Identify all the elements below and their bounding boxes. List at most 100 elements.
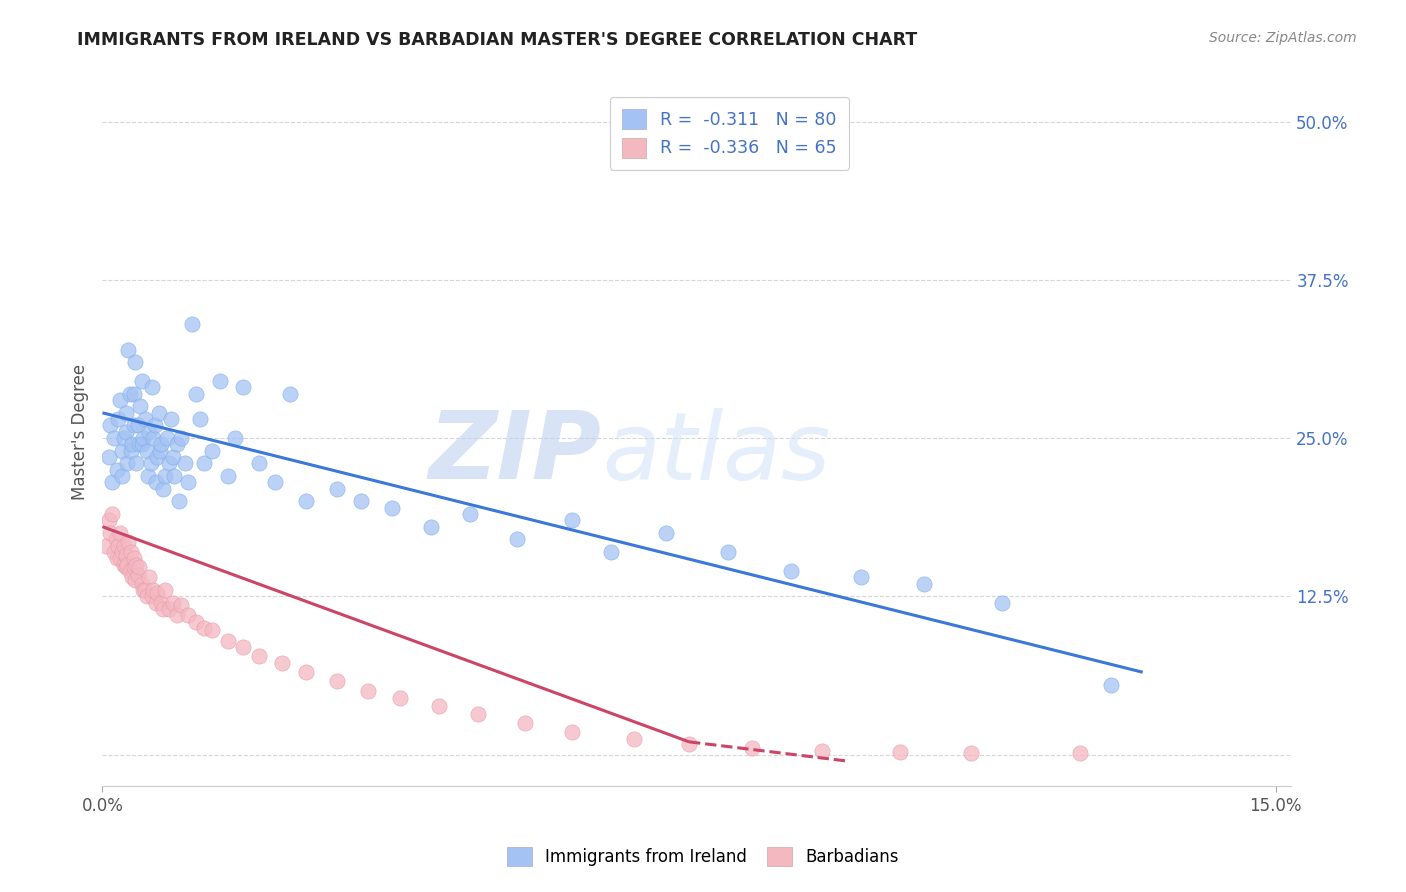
Point — [467, 706, 489, 721]
Point — [141, 380, 163, 394]
Point — [278, 387, 301, 401]
Point — [117, 558, 139, 572]
Point — [561, 724, 583, 739]
Point — [118, 564, 141, 578]
Point — [145, 596, 167, 610]
Point — [120, 545, 142, 559]
Point — [357, 684, 380, 698]
Point — [294, 494, 316, 508]
Point — [141, 590, 163, 604]
Point — [153, 469, 176, 483]
Point — [121, 570, 143, 584]
Point — [779, 564, 801, 578]
Point — [263, 475, 285, 490]
Point — [678, 738, 700, 752]
Point — [388, 690, 411, 705]
Point — [1069, 746, 1091, 760]
Point — [224, 431, 246, 445]
Point — [136, 443, 159, 458]
Point — [991, 596, 1014, 610]
Point — [166, 608, 188, 623]
Point — [163, 469, 186, 483]
Point — [561, 513, 583, 527]
Point — [208, 374, 231, 388]
Point — [181, 317, 204, 331]
Point — [134, 582, 156, 597]
Point — [506, 533, 529, 547]
Point — [103, 545, 125, 559]
Point — [120, 443, 142, 458]
Point — [169, 598, 191, 612]
Point — [162, 450, 184, 464]
Point — [118, 387, 141, 401]
Text: Source: ZipAtlas.com: Source: ZipAtlas.com — [1209, 31, 1357, 45]
Point — [128, 437, 150, 451]
Point — [111, 469, 134, 483]
Point — [112, 431, 135, 445]
Point — [107, 539, 129, 553]
Point — [889, 745, 911, 759]
Point — [139, 457, 162, 471]
Point — [105, 551, 128, 566]
Point — [98, 418, 121, 433]
Point — [623, 732, 645, 747]
Point — [138, 425, 160, 439]
Point — [148, 406, 170, 420]
Text: ZIP: ZIP — [429, 407, 602, 499]
Point — [127, 567, 149, 582]
Text: IMMIGRANTS FROM IRELAND VS BARBADIAN MASTER'S DEGREE CORRELATION CHART: IMMIGRANTS FROM IRELAND VS BARBADIAN MAS… — [77, 31, 918, 49]
Point — [112, 539, 135, 553]
Point — [142, 582, 165, 597]
Point — [201, 624, 224, 638]
Point — [125, 558, 148, 572]
Point — [107, 412, 129, 426]
Point — [148, 443, 170, 458]
Point — [103, 431, 125, 445]
Point — [173, 457, 195, 471]
Point — [122, 551, 145, 566]
Point — [125, 457, 148, 471]
Point — [98, 526, 121, 541]
Point — [121, 437, 143, 451]
Point — [186, 615, 208, 629]
Point — [153, 582, 176, 597]
Point — [129, 400, 152, 414]
Point — [115, 406, 138, 420]
Point — [146, 450, 169, 464]
Point — [108, 551, 131, 566]
Point — [201, 443, 224, 458]
Point — [741, 741, 763, 756]
Point — [115, 548, 138, 562]
Point — [152, 602, 174, 616]
Point — [128, 560, 150, 574]
Point — [177, 608, 200, 623]
Point — [131, 374, 153, 388]
Legend: Immigrants from Ireland, Barbadians: Immigrants from Ireland, Barbadians — [501, 840, 905, 873]
Point — [167, 494, 190, 508]
Point — [101, 507, 124, 521]
Point — [104, 533, 127, 547]
Point — [108, 393, 131, 408]
Point — [115, 425, 138, 439]
Point — [150, 437, 173, 451]
Point — [959, 746, 981, 760]
Point — [427, 699, 450, 714]
Y-axis label: Master's Degree: Master's Degree — [72, 364, 89, 500]
Point — [458, 507, 481, 521]
Point — [124, 573, 146, 587]
Point — [96, 539, 118, 553]
Point — [326, 482, 349, 496]
Point — [169, 431, 191, 445]
Point — [217, 633, 239, 648]
Point — [157, 602, 180, 616]
Point — [247, 457, 270, 471]
Point — [97, 450, 120, 464]
Point — [150, 596, 173, 610]
Point — [232, 380, 254, 394]
Point — [811, 744, 834, 758]
Point — [193, 621, 215, 635]
Point — [166, 437, 188, 451]
Point — [381, 500, 404, 515]
Point — [146, 585, 169, 599]
Point — [217, 469, 239, 483]
